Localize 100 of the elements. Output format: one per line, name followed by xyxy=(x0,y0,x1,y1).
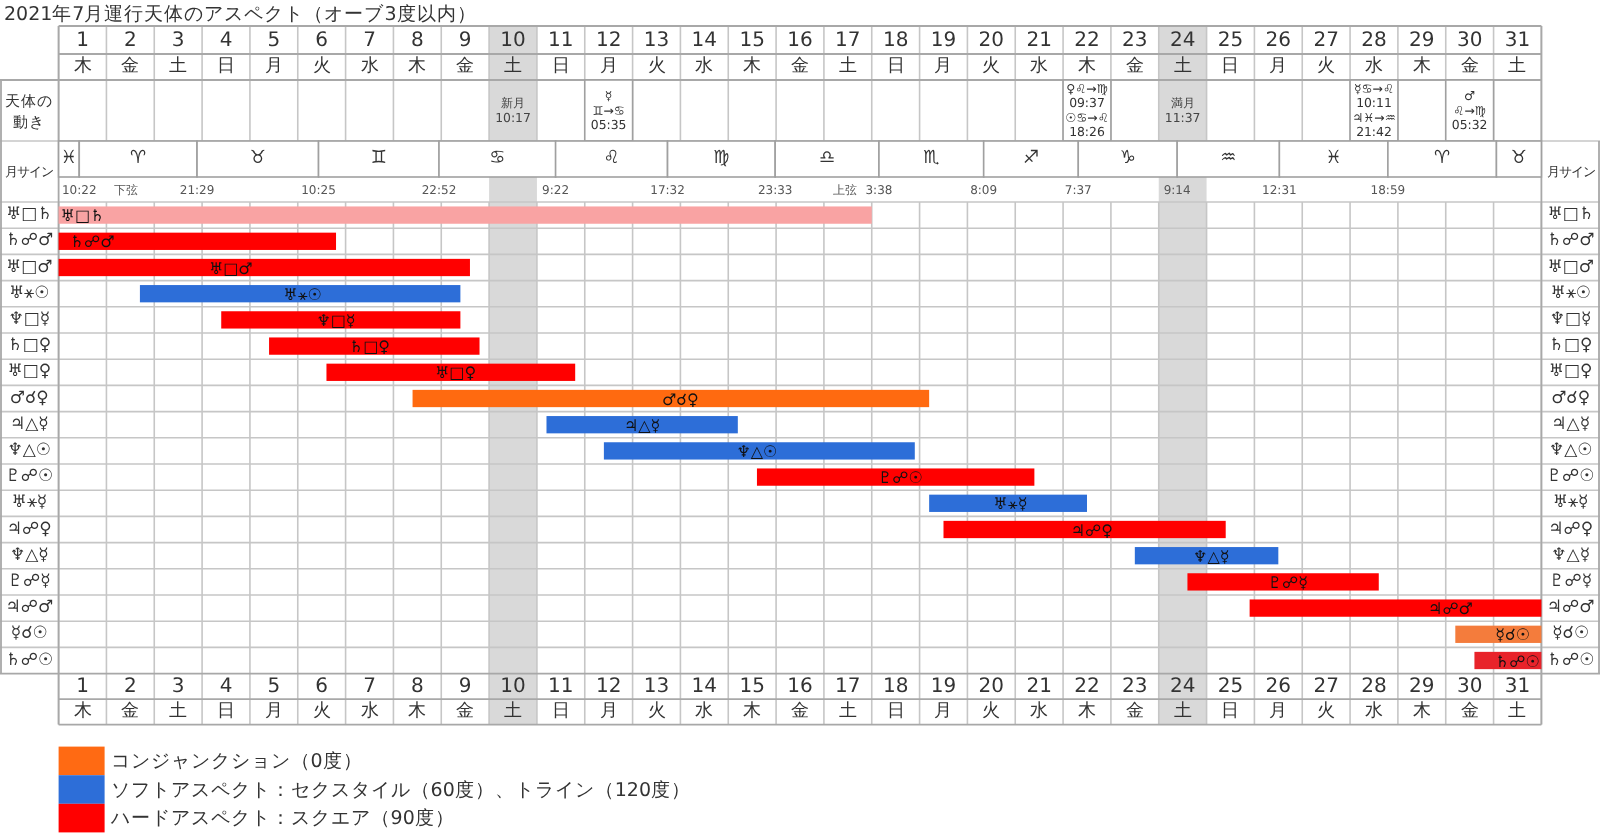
y2-tick-label: ♄☍☉ xyxy=(1546,650,1595,671)
annotation: ♄□♀ xyxy=(348,337,391,356)
x-tick-label: 10 土 xyxy=(500,675,526,722)
x2-tick-label: 2 金 xyxy=(121,29,140,77)
data-label: ♒ xyxy=(1220,149,1237,169)
y2-tick-label: ♇☍☿ xyxy=(1549,571,1593,592)
y2-tick-label: ♄□♀ xyxy=(1548,336,1593,357)
data-label: ♊ xyxy=(370,149,387,169)
legend-label: ソフトアスペクト：セクスタイル（60度）、トライン（120度） xyxy=(110,776,692,801)
x2-tick-label: 27 火 xyxy=(1313,29,1339,77)
x2-tick-label: 13 火 xyxy=(643,29,670,77)
x-tick-label: 3 土 xyxy=(169,675,188,722)
x2-tick-label: 24 土 xyxy=(1169,29,1196,77)
data-label: ♈ xyxy=(130,149,147,169)
x2-tick-label: 14 水 xyxy=(691,29,718,77)
y2-tick-label: ♃△☿ xyxy=(1551,414,1591,435)
y-tick-label: ♅□♄ xyxy=(6,205,53,226)
annotation: ♄☍♂ xyxy=(69,232,115,251)
x2-tick-label: 3 土 xyxy=(169,29,188,77)
x2-tick-label: 10 土 xyxy=(500,29,526,77)
x2-tick-label: 31 土 xyxy=(1504,29,1531,77)
x2-tick-label: 8 木 xyxy=(408,29,427,77)
annotation: ♂☌♀ xyxy=(662,389,700,408)
x2-tick-label: 12 月 xyxy=(595,29,622,77)
x2-tick-label: 17 土 xyxy=(835,29,861,77)
y-tick-label: ☿☌☉ xyxy=(10,624,48,645)
data-label: ♌ xyxy=(603,149,620,169)
y-tick-label: ♆△☉ xyxy=(7,440,52,461)
y2-tick-label: ♆△☉ xyxy=(1548,440,1593,461)
x2-tick-label: 18 日 xyxy=(882,29,909,77)
x2-tick-label: 25 日 xyxy=(1217,29,1244,77)
x-tick-label: 15 木 xyxy=(739,675,765,722)
annotation: ♅□♄ xyxy=(60,206,105,225)
x-tick-label: 5 月 xyxy=(264,675,283,722)
x-tick-label: 14 水 xyxy=(691,675,718,722)
annotation: ♃△☿ xyxy=(623,415,661,434)
data-label: ♑ xyxy=(1119,149,1136,169)
data-label: ♉ xyxy=(1510,149,1527,169)
y2-tick-label: ♅⚹☿ xyxy=(1552,493,1589,514)
x-tick-label: 21 水 xyxy=(1026,675,1052,722)
annotation: ♃☍♀ xyxy=(1070,520,1114,539)
x-tick-label: 6 火 xyxy=(312,675,331,722)
y2-tick-label: ♅□♄ xyxy=(1547,205,1594,226)
x-tick-label: 29 木 xyxy=(1409,675,1435,722)
x2-tick-label: 9 金 xyxy=(456,29,475,77)
x2-tick-label: 28 水 xyxy=(1361,29,1387,77)
y2-tick-label: ♂☌♀ xyxy=(1551,388,1591,409)
x2-tick-label: 7 水 xyxy=(360,29,379,77)
y-tick-label: ♄☍☉ xyxy=(5,650,54,671)
x-tick-label: 13 火 xyxy=(643,675,670,722)
y-tick-label: ♃△☿ xyxy=(9,414,49,435)
x2-tick-label: 6 火 xyxy=(312,29,331,77)
y-tick-label: ♅□♀ xyxy=(7,362,52,383)
x-tick-label: 22 木 xyxy=(1074,675,1100,722)
y2-tick-label: ♆△☿ xyxy=(1551,545,1591,566)
data-label: ♎ xyxy=(818,149,836,169)
annotation: ♇☍☿ xyxy=(1267,572,1309,591)
y2-tick-label: ♃☍♂ xyxy=(1546,598,1596,619)
x2-tick-label: 11 日 xyxy=(548,29,574,77)
data-label: ♉ xyxy=(249,149,266,169)
data-label: ♈ xyxy=(1434,149,1451,169)
y-tick-label: ♅⚹☿ xyxy=(11,493,48,514)
legend-label: ハードアスペクト：スクエア（90度） xyxy=(108,805,455,830)
x2-tick-label: 16 金 xyxy=(787,29,813,77)
y-tick-label: ♇☍☉ xyxy=(5,467,54,488)
y-tick-label: ♄□♀ xyxy=(7,336,52,357)
x-tick-label: 23 金 xyxy=(1122,675,1148,722)
x2-tick-label: 20 火 xyxy=(978,29,1005,77)
x-tick-label: 27 火 xyxy=(1313,675,1339,722)
x2-tick-label: 30 金 xyxy=(1456,29,1483,77)
data-label: ♓ xyxy=(1325,149,1342,169)
data-label: ♐ xyxy=(1022,149,1040,169)
data-label: ♏ xyxy=(923,149,940,169)
y2-tick-label: ♄☍♂ xyxy=(1546,231,1596,252)
x2-tick-label: 26 月 xyxy=(1265,29,1292,77)
y2-tick-label: ♅□♀ xyxy=(1548,362,1593,383)
data-label: ♋ xyxy=(489,149,506,169)
y2-tick-label: ♇☍☉ xyxy=(1546,467,1595,488)
x-tick-label: 12 月 xyxy=(595,675,622,722)
x-tick-label: 9 金 xyxy=(456,675,475,722)
data-label: ♓ xyxy=(60,149,77,169)
data-label: ♍ xyxy=(713,149,730,169)
x-tick-label: 4 日 xyxy=(217,675,236,722)
x2-tick-label: 23 金 xyxy=(1122,29,1148,77)
y-tick-label: ♇☍☿ xyxy=(7,571,51,592)
x-tick-label: 18 日 xyxy=(882,675,909,722)
y-tick-label: ♄☍♂ xyxy=(5,231,54,252)
x-tick-label: 16 金 xyxy=(787,675,813,722)
y2-tick-label: ♅⚹☉ xyxy=(1550,283,1591,304)
y2-tick-label: ♆□☿ xyxy=(1549,309,1592,330)
x-tick-label: 19 月 xyxy=(930,675,957,722)
y2-tick-label: ☿☌☉ xyxy=(1552,624,1590,645)
x-tick-label: 1 木 xyxy=(73,675,92,722)
annotation: ♇☍☉ xyxy=(877,468,923,487)
legend-label: コンジャンクション（0度） xyxy=(110,747,363,772)
chart-title: 2021年7月運行天体のアスペクト（オーブ3度以内） xyxy=(4,1,477,25)
x-tick-label: 28 水 xyxy=(1361,675,1387,722)
x-tick-label: 26 月 xyxy=(1265,675,1292,722)
x-tick-label: 8 木 xyxy=(408,675,427,722)
y-tick-label: ♅⚹☉ xyxy=(9,283,50,304)
